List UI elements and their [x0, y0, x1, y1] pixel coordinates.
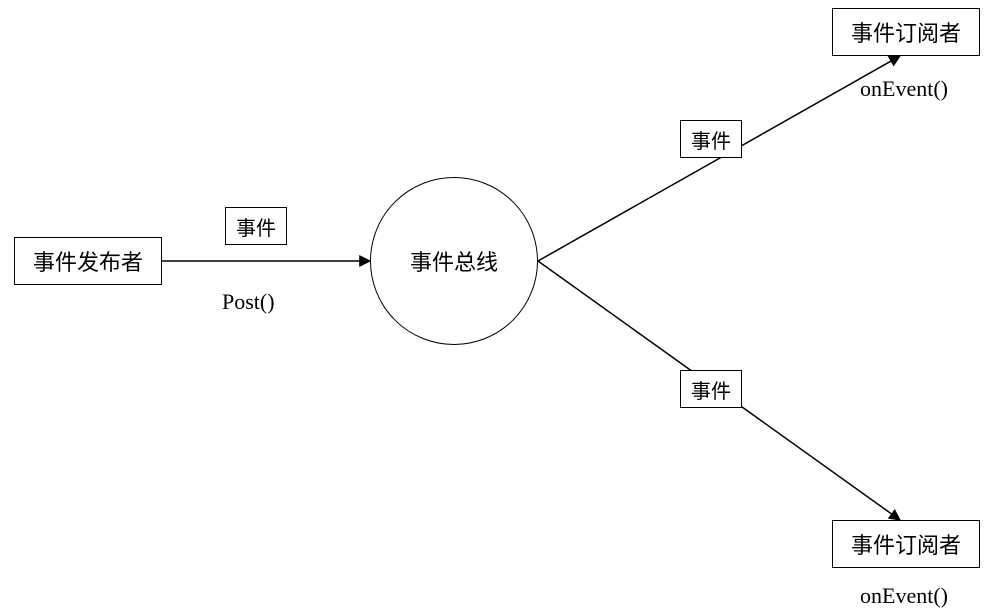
subscriber-top-node: 事件订阅者 [832, 8, 980, 56]
subscriber-bottom-label: 事件订阅者 [851, 528, 961, 560]
publisher-node: 事件发布者 [14, 237, 162, 285]
event-bottom-node: 事件 [680, 370, 742, 408]
onevent-bottom-label: onEvent() [860, 583, 948, 609]
bus-label: 事件总线 [410, 245, 498, 277]
event-left-node: 事件 [225, 207, 287, 245]
onevent-bottom-text: onEvent() [860, 583, 948, 608]
event-left-label: 事件 [236, 212, 276, 241]
subscriber-top-label: 事件订阅者 [851, 16, 961, 48]
post-text: Post() [222, 289, 275, 314]
event-top-label: 事件 [691, 125, 731, 154]
onevent-top-text: onEvent() [860, 76, 948, 101]
bus-node: 事件总线 [370, 177, 538, 345]
publisher-label: 事件发布者 [33, 245, 143, 277]
onevent-top-label: onEvent() [860, 76, 948, 102]
edge-bus-subscriber-top [538, 56, 900, 261]
event-bottom-label: 事件 [691, 375, 731, 404]
post-label: Post() [222, 289, 275, 315]
event-top-node: 事件 [680, 120, 742, 158]
subscriber-bottom-node: 事件订阅者 [832, 520, 980, 568]
